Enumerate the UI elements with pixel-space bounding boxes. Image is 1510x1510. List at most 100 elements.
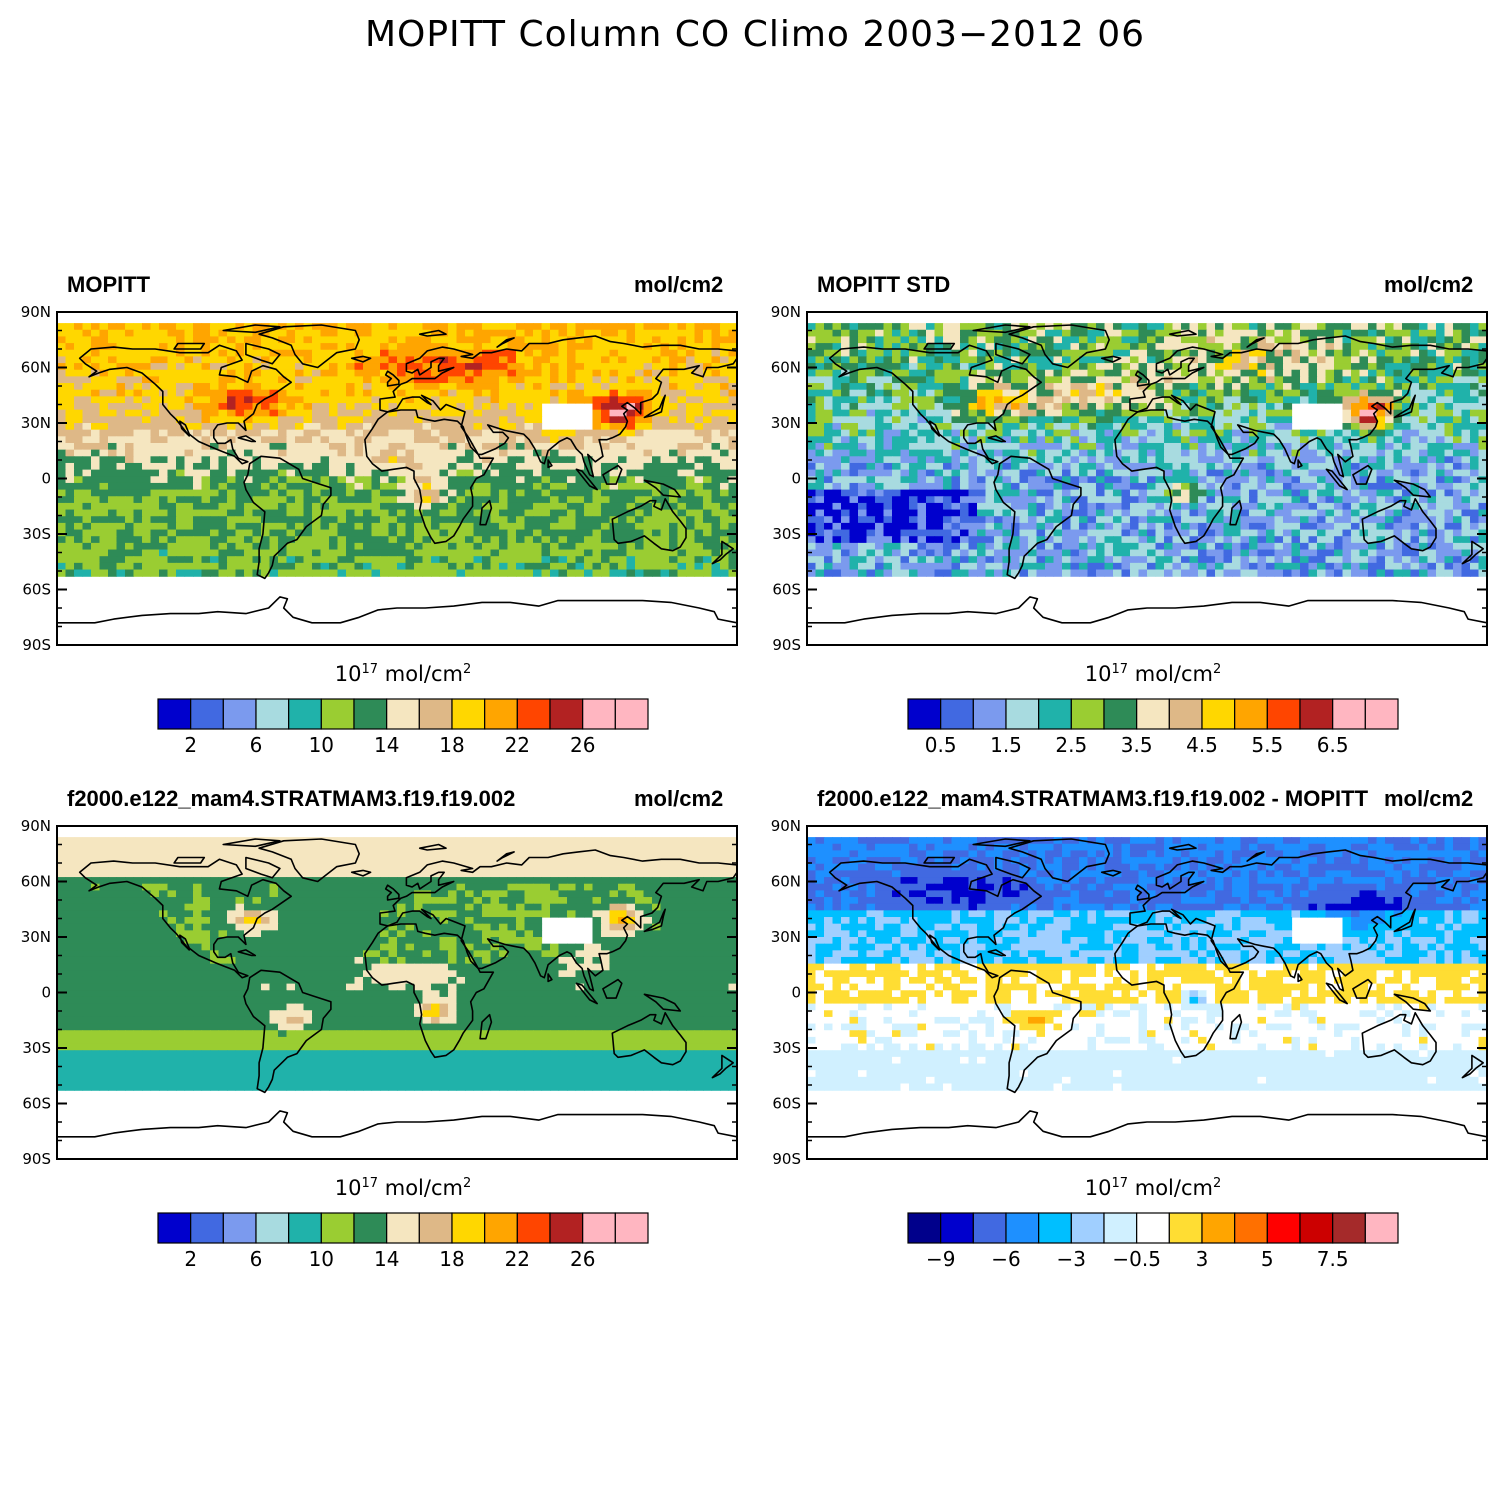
- data-cell: [303, 403, 313, 411]
- data-cell: [652, 549, 662, 557]
- data-cell: [1257, 449, 1267, 457]
- data-cell: [968, 383, 978, 391]
- data-cell: [652, 389, 662, 397]
- data-cell: [320, 389, 330, 397]
- data-cell: [550, 482, 560, 491]
- data-cell: [832, 389, 842, 397]
- data-cell: [1427, 336, 1437, 344]
- data-cell: [1181, 449, 1191, 457]
- data-cell: [159, 323, 169, 331]
- data-cell: [363, 522, 373, 531]
- data-cell: [1087, 436, 1097, 444]
- data-cell: [832, 329, 842, 338]
- data-cell: [686, 436, 696, 444]
- data-cell: [414, 363, 424, 371]
- data-cell: [618, 469, 628, 477]
- data-cell: [832, 409, 842, 417]
- data-cell: [405, 323, 415, 331]
- data-cell: [1045, 416, 1055, 424]
- data-cell: [405, 396, 415, 404]
- data-cell: [286, 496, 296, 504]
- data-cell: [652, 522, 662, 531]
- data-cell: [380, 363, 390, 371]
- data-cell: [380, 462, 390, 471]
- data-cell: [1130, 376, 1140, 384]
- data-cell: [133, 396, 143, 404]
- data-cell: [422, 502, 432, 511]
- data-cell: [669, 396, 679, 404]
- data-cell: [1028, 416, 1038, 424]
- data-cell: [244, 529, 254, 537]
- data-cell: [405, 549, 415, 557]
- data-cell: [669, 343, 679, 351]
- data-cell: [1351, 442, 1361, 451]
- data-cell: [227, 429, 237, 437]
- data-cell: [184, 542, 194, 551]
- data-cell: [1121, 329, 1131, 338]
- data-cell: [550, 436, 560, 444]
- data-cell: [1155, 336, 1165, 344]
- data-cell: [482, 529, 492, 537]
- data-cell: [1147, 462, 1157, 471]
- data-cell: [1240, 449, 1250, 457]
- data-cell: [541, 522, 551, 531]
- data-cell: [960, 416, 970, 424]
- data-cell: [1359, 336, 1369, 344]
- data-cell: [892, 343, 902, 351]
- data-cell: [1121, 363, 1131, 371]
- data-cell: [1011, 376, 1021, 384]
- data-cell: [968, 356, 978, 364]
- data-cell: [533, 349, 543, 357]
- data-cell: [1478, 429, 1488, 437]
- data-cell: [286, 349, 296, 357]
- data-cell: [943, 456, 953, 464]
- data-cell: [883, 456, 893, 464]
- data-cell: [643, 482, 653, 491]
- data-cell: [1427, 343, 1437, 351]
- data-cell: [210, 343, 220, 351]
- data-cell: [210, 396, 220, 404]
- data-cell: [465, 549, 475, 557]
- data-cell: [176, 462, 186, 471]
- data-cell: [1342, 376, 1352, 384]
- data-cell: [482, 476, 492, 484]
- data-cell: [943, 462, 953, 471]
- data-cell: [567, 343, 577, 351]
- data-cell: [652, 369, 662, 377]
- data-cell: [541, 323, 551, 331]
- data-cell: [159, 456, 169, 464]
- data-cell: [422, 562, 432, 571]
- data-cell: [1257, 469, 1267, 477]
- data-cell: [1410, 336, 1420, 344]
- data-cell: [677, 562, 687, 571]
- data-cell: [1223, 403, 1233, 411]
- lat-label: 30S: [22, 525, 51, 543]
- data-cell: [968, 462, 978, 471]
- data-cell: [1155, 363, 1165, 371]
- data-cell: [524, 482, 534, 491]
- data-cell: [1257, 462, 1267, 471]
- data-cell: [686, 409, 696, 417]
- data-cell: [1198, 356, 1208, 364]
- data-cell: [711, 363, 721, 371]
- data-cell: [380, 416, 390, 424]
- data-cell: [499, 356, 509, 364]
- data-cell: [218, 396, 228, 404]
- data-cell: [57, 403, 67, 411]
- data-cell: [448, 323, 458, 331]
- data-cell: [1478, 356, 1488, 364]
- data-cell: [1223, 456, 1233, 464]
- data-cell: [1172, 356, 1182, 364]
- data-cell: [1087, 442, 1097, 451]
- data-cell: [482, 456, 492, 464]
- data-cell: [57, 502, 67, 511]
- data-cell: [516, 509, 526, 517]
- data-cell: [465, 442, 475, 451]
- data-cell: [832, 343, 842, 351]
- data-cell: [422, 429, 432, 437]
- data-cell: [1206, 403, 1216, 411]
- data-cell: [312, 562, 322, 571]
- data-cell: [354, 476, 364, 484]
- data-cell: [337, 489, 347, 497]
- data-cell: [99, 509, 109, 517]
